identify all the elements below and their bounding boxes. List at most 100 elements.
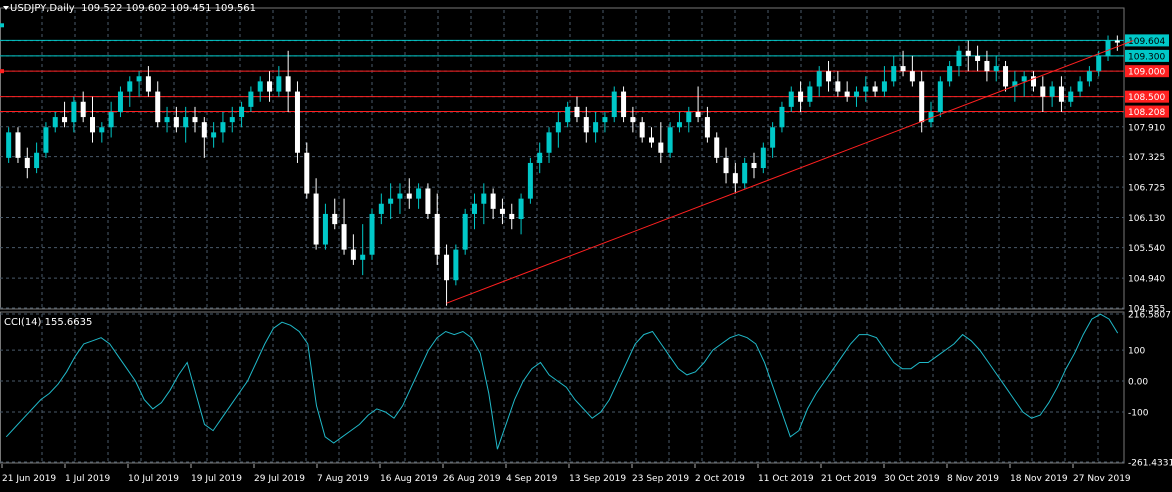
level-label: 108.500 [1128,93,1165,103]
candle-body [695,111,701,118]
candle-body [397,193,403,199]
candle-body [239,106,245,118]
candle-body [807,86,813,102]
candle-body [425,188,431,214]
x-tick-label: 21 Oct 2019 [821,474,877,484]
candle-body [360,254,366,260]
cci-tick-label: -261.4331 [1128,459,1172,469]
price-tick-label: 106.130 [1128,214,1165,224]
candle-body [928,111,934,123]
x-tick-label: 10 Jul 2019 [128,474,179,484]
candle-body [909,71,915,82]
x-tick-label: 16 Aug 2019 [380,474,438,484]
candle-body [881,81,887,92]
candle-body [602,117,608,123]
candle-body [630,117,636,123]
candle-body [350,249,356,260]
candle-body [90,117,96,133]
candle-body [816,71,822,87]
level-label: 109.604 [1128,37,1165,47]
x-tick-label: 21 Jun 2019 [2,474,56,484]
candle-body [378,203,384,214]
candle-body [863,86,869,92]
cci-line [5,313,1119,450]
candle-body [136,76,142,82]
candle-body [1030,76,1036,87]
candle-body [1040,86,1046,97]
cci-tick-label: 216.5807 [1128,311,1171,321]
price-tick-label: 105.540 [1128,244,1165,254]
candle-body [34,152,40,169]
chevron-down-icon [3,6,9,10]
candle-body [1058,86,1064,102]
candle-body [304,152,310,194]
candle-body [751,162,757,169]
x-tick-label: 7 Aug 2019 [317,474,369,484]
candle-body [742,162,748,184]
candle-body [826,71,832,82]
candle-body [127,81,133,92]
candle-body [770,127,776,148]
candle-body [788,91,794,107]
candle-body [322,213,328,245]
level-label: 109.000 [1128,68,1165,78]
candle-body [1003,66,1009,87]
candle-body [1077,81,1083,92]
candle-body [593,122,599,133]
candle-body [611,91,617,118]
candle-body [462,213,468,250]
candle-body [267,81,273,92]
candle-body [471,203,477,214]
candle-body [1086,71,1092,82]
candle-body [891,66,897,82]
cci-tick-label: -100 [1128,409,1149,419]
candle-body [1021,76,1027,82]
trendline [446,40,1134,304]
level-label-bg [1125,49,1169,62]
x-tick-label: 2 Oct 2019 [695,474,745,484]
candle-body [229,117,235,123]
candle-body [164,117,170,123]
x-tick-label: 13 Sep 2019 [569,474,626,484]
cci-panel-frame [0,311,1125,464]
candle-body [99,127,105,133]
candle-body [723,157,729,174]
candle-body [1012,81,1018,87]
candle-body [975,55,981,61]
candle-body [937,81,943,112]
candle-body [1049,86,1055,97]
candle-body [1105,40,1111,56]
candle-body [80,101,86,118]
candle-body [434,213,440,255]
candle-body [192,117,198,123]
candle-body [71,101,77,123]
candle-body [527,162,533,199]
candle-body [341,224,347,250]
left-marker [0,23,4,28]
symbol-label: USDJPY,Daily [10,3,75,14]
cci-tick-label: 0.00 [1128,378,1148,388]
candle-body [649,137,655,143]
indicator-label: CCI(14) 155.6635 [4,317,93,328]
candle-body [676,122,682,128]
x-tick-label: 27 Nov 2019 [1073,474,1131,484]
candle-body [779,106,785,128]
candle-body [499,208,505,214]
candle-body [555,122,561,133]
cci-tick-label: 100 [1128,347,1145,357]
candle-body [844,91,850,97]
x-tick-label: 26 Aug 2019 [443,474,501,484]
candle-body [173,117,179,128]
candle-body [714,137,720,158]
candle-body [835,81,841,92]
x-tick-label: 4 Sep 2019 [506,474,558,484]
candle-body [313,193,319,245]
candle-body [574,106,580,118]
price-tick-label: 107.325 [1128,153,1165,163]
candle-body [900,66,906,72]
price-tick-label: 104.355 [1128,305,1165,315]
candle-body [248,91,254,107]
candle-body [220,122,226,133]
candle-body [984,60,990,72]
